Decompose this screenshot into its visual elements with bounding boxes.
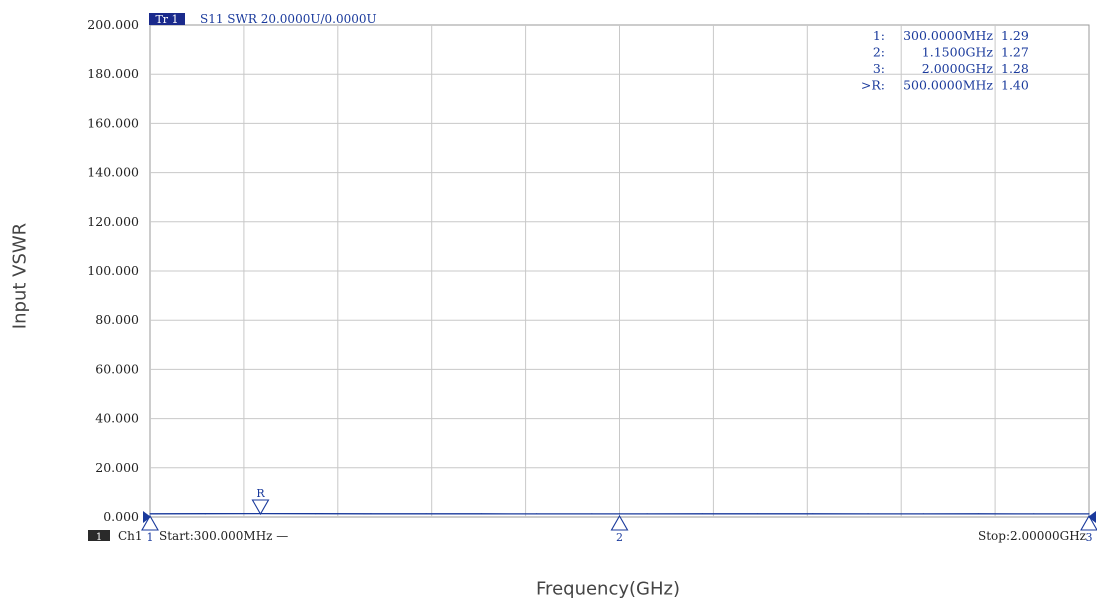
trace-point (701, 513, 703, 515)
trace-badge-label: Tr 1 (155, 13, 178, 26)
y-tick-label: 120.000 (87, 214, 139, 229)
marker-table: 1: 300.0000MHz 1.29 2: 1.1500GHz 1.27 3: 2.0000… (861, 28, 1029, 93)
trace-point (1033, 513, 1035, 515)
trace-point (315, 513, 317, 515)
y-tick-label: 40.000 (95, 411, 139, 426)
marker-table-label: 3: (873, 61, 885, 76)
trace-point (867, 513, 869, 515)
y-axis-label: Input VSWR (9, 222, 31, 330)
marker-table-value: 1.28 (1001, 61, 1029, 76)
marker-table-label: 1: (873, 28, 885, 43)
right-reference-arrow (1088, 511, 1096, 523)
marker-group: 1 2 3 R (141, 487, 1097, 544)
marker-1-triangle (141, 514, 159, 531)
stop-label: Stop:2.00000GHz (978, 529, 1086, 543)
marker-table-frequency: 500.0000MHz (903, 78, 993, 93)
trace-point (204, 513, 206, 515)
marker-table-label: 2: (873, 45, 885, 60)
trace-point (1088, 513, 1090, 515)
channel-badge (88, 530, 110, 541)
y-tick-label: 200.000 (87, 17, 139, 32)
marker-1-symbol: 1 (147, 531, 154, 544)
marker-R-triangle (251, 499, 270, 516)
y-tick-label: 160.000 (87, 115, 139, 130)
marker-table-frequency: 1.1500GHz (922, 45, 994, 60)
trace-point (149, 513, 151, 515)
marker-3-triangle (1080, 514, 1097, 531)
marker-R-symbol: R (256, 487, 265, 500)
trace-info: S11 SWR 20.0000U/0.0000U (200, 12, 377, 26)
trace-point (425, 513, 427, 515)
y-tick-label: 60.000 (95, 361, 139, 376)
channel-badge-label: 1 (96, 532, 102, 543)
start-label: Start:300.000MHz — (159, 529, 288, 543)
trace-point (536, 513, 538, 515)
marker-table-value: 1.40 (1001, 78, 1029, 93)
y-tick-label: 180.000 (87, 66, 139, 81)
y-tick-label: 140.000 (87, 165, 139, 180)
trace-point (618, 513, 621, 515)
trace-point (922, 513, 924, 515)
marker-table-frequency: 300.0000MHz (903, 28, 993, 43)
trace-point (812, 513, 814, 515)
trace-point (977, 513, 980, 515)
trace-point (591, 513, 593, 515)
marker-2-triangle (610, 514, 629, 531)
grid-lines (150, 25, 1089, 517)
trace-point (756, 513, 759, 515)
y-tick-labels: 0.000 20.000 40.000 60.000 80.000 100.000 120.… (87, 17, 139, 524)
y-tick-label: 20.000 (95, 460, 139, 475)
trace-point (480, 513, 483, 515)
marker-table-value: 1.27 (1001, 45, 1029, 60)
trace-point (646, 513, 648, 515)
y-tick-label: 0.000 (103, 509, 139, 524)
trace-group (143, 511, 1096, 523)
y-tick-label: 100.000 (87, 263, 139, 278)
y-tick-label: 80.000 (95, 312, 139, 327)
channel-label: Ch1 (118, 529, 143, 543)
marker-table-value: 1.29 (1001, 28, 1029, 43)
marker-table-frequency: 2.0000GHz (922, 61, 994, 76)
trace-badge (149, 13, 185, 25)
trace-point (370, 513, 372, 515)
marker-table-label: >R: (861, 78, 885, 93)
left-reference-arrow (143, 511, 151, 523)
marker-2-symbol: 2 (616, 531, 623, 544)
x-axis-label: Frequency(GHz) (536, 578, 680, 600)
marker-3-symbol: 3 (1086, 531, 1093, 544)
